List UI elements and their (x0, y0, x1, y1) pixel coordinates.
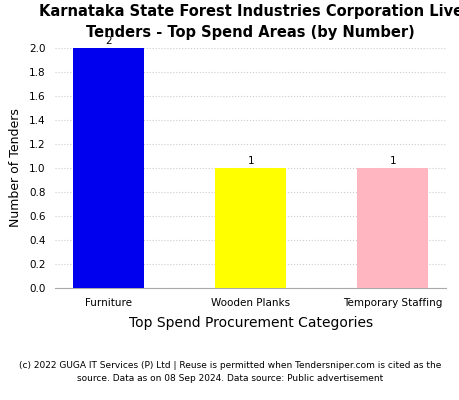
Text: 1: 1 (389, 156, 395, 166)
Bar (215, 168, 285, 288)
Text: (c) 2022 GUGA IT Services (P) Ltd | Reuse is permitted when Tendersniper.com is : (c) 2022 GUGA IT Services (P) Ltd | Reus… (19, 361, 440, 383)
Title: Karnataka State Forest Industries Corporation Live
Tenders - Top Spend Areas (by: Karnataka State Forest Industries Corpor… (39, 4, 459, 40)
Text: 2: 2 (105, 36, 112, 46)
Text: 1: 1 (247, 156, 253, 166)
Bar (73, 48, 144, 288)
X-axis label: Top Spend Procurement Categories: Top Spend Procurement Categories (129, 316, 372, 330)
Y-axis label: Number of Tenders: Number of Tenders (9, 108, 22, 228)
Bar (357, 168, 427, 288)
